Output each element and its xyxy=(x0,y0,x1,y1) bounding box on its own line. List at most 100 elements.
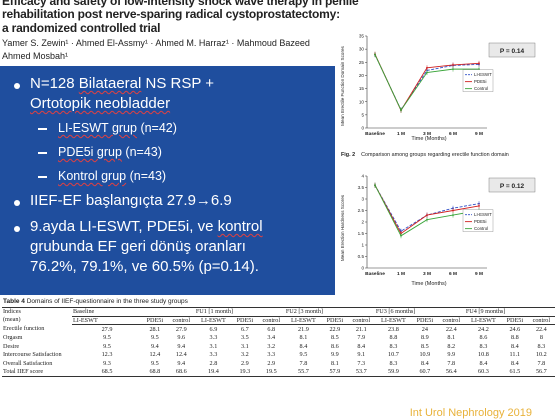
chart-2-y-tick-label: 3.5 xyxy=(358,185,365,190)
table-cell: 8.4 xyxy=(479,359,488,367)
bullet-1-text-b: NS RSP + xyxy=(141,75,215,92)
chart-1-y-tick-label: 30 xyxy=(359,47,365,52)
table-cell: 56.4 xyxy=(437,367,465,377)
chart-1-y-tick-label: 5 xyxy=(361,112,364,117)
table-cell: 9.6 xyxy=(177,334,186,342)
table-group-header-row: Indices (mean) Baseline FU1 [1 month] FU2 [… xyxy=(2,306,555,325)
table-cell: 22.4 xyxy=(445,325,457,333)
table-cell: 3.1 xyxy=(240,342,249,350)
table-cell: 68.5 xyxy=(72,367,142,377)
table-cell: 57.9 xyxy=(322,367,348,377)
table-cell: 3.3 xyxy=(209,351,218,359)
table-cell: 24 xyxy=(421,325,428,333)
table-cell: 21.9 xyxy=(298,325,309,333)
table-cell: 24.6 xyxy=(509,325,521,333)
table-cell: 6.8 xyxy=(267,325,276,333)
table-cell: 2.8 xyxy=(209,359,218,367)
chart-1-legend-label: Control xyxy=(474,86,488,91)
table-cell: 8.9 xyxy=(420,334,429,342)
table-cell: 7.8 xyxy=(299,359,308,367)
sub-bullet-2-underlined: PDE5i grup xyxy=(58,145,122,159)
table-cell: 8.1 xyxy=(447,334,456,342)
table-cell: 19.5 xyxy=(257,367,285,377)
table-cell: 27.9 xyxy=(101,325,113,333)
table-cell: 3.3 xyxy=(209,334,218,342)
chart-1-legend-label: PDE5i xyxy=(474,79,486,84)
table-row: Total IIEF score 68.5 68.8 68.6 19.4 19.3 19.5… xyxy=(2,367,555,377)
table-subcolumn-header: LI-ESWT xyxy=(284,316,322,326)
table-cell: 8 xyxy=(539,334,543,342)
table-cell: 8.1 xyxy=(330,359,339,367)
paper-title-line-1: Efficacy and safety of low-intensity sho… xyxy=(2,0,359,8)
table-cell: 22.4 xyxy=(535,325,547,333)
sub-bullet-1-rest: (n=42) xyxy=(136,121,177,135)
chart-1-caption: Fig. 2 Comparison among groups regarding … xyxy=(341,152,509,158)
bullet-3-line-2: grubunda EF geri dönüş oranları xyxy=(30,238,246,255)
chart-2-y-tick-label: 4 xyxy=(361,174,364,179)
table-subheader-row: LI-ESWT PDE5i control LI-ESWT PDE5i control LI… xyxy=(2,316,555,326)
table-cell: 60.3 xyxy=(464,367,502,377)
chart-2-legend xyxy=(462,209,494,232)
chart-1-y-tick-label: 10 xyxy=(359,99,365,104)
table-cell: 9.9 xyxy=(447,351,456,359)
line-charts-svg: Mean Erectile Function Domain Scores Tim… xyxy=(340,34,536,287)
table-cell: 7.9 xyxy=(357,334,366,342)
table-cell: 68.6 xyxy=(167,367,195,377)
table-subcolumn-header: LI-ESWT xyxy=(374,316,412,326)
chart-1-p-value-box xyxy=(488,42,536,58)
table-subcolumn-header: PDE5i xyxy=(232,316,258,326)
bullet-dot-icon xyxy=(14,200,20,206)
chart-2-p-value-box xyxy=(488,177,536,193)
table-cell: 53.7 xyxy=(347,367,375,377)
chart-2-x-axis-label: Time (Months) xyxy=(411,281,446,287)
table-cell: 60.7 xyxy=(412,367,438,377)
table-cell: 6.9 xyxy=(209,325,218,333)
chart-1-p-value: P = 0.14 xyxy=(500,48,525,55)
table-cell: 19.3 xyxy=(232,367,258,377)
chart-2-p-value: P = 0.12 xyxy=(500,183,525,190)
bullet-1: N=128 Bilataeral NS RSP + xyxy=(30,75,214,92)
table-cell: 9.5 xyxy=(150,359,159,367)
table-row: Desire 9.5 9.4 9.4 3.1 3.1 3.2 8.4 8.6 8.4 8.3 8.5 8… xyxy=(2,342,555,351)
table-caption: Table 4 Domains of IIEF-questionnaire in… xyxy=(3,298,188,305)
table-subcolumn-header: PDE5i xyxy=(502,316,528,326)
table-cell: 8.4 xyxy=(420,359,429,367)
table-cell: 3.2 xyxy=(267,342,276,350)
table-cell: 8.5 xyxy=(420,342,429,350)
table-subcolumn-header: LI-ESWT xyxy=(72,316,142,326)
table-cell: 8.4 xyxy=(357,342,366,350)
table-cell: 68.8 xyxy=(142,367,168,377)
table-cell: 19.4 xyxy=(194,367,232,377)
table-cell: 56.7 xyxy=(527,367,555,377)
chart-1-point xyxy=(374,53,376,56)
table-cell: 7.8 xyxy=(537,359,546,367)
table-cell: 3.4 xyxy=(267,334,276,342)
table-cell: 10.9 xyxy=(419,351,431,359)
paper-title-line-3: a randomized controlled trial xyxy=(2,21,161,35)
chart-2-x-tick-label: 3 M xyxy=(423,271,431,277)
table-cell: 11.1 xyxy=(509,351,521,359)
chart-2-legend-label: Control xyxy=(474,226,488,231)
chart-1-y-tick-label: 20 xyxy=(359,73,365,78)
bullet-3-text-a: 9.ayda LI-ESWT, PDE5i, ve xyxy=(30,218,218,235)
table-cell: 23.8 xyxy=(388,325,399,333)
chart-1-x-tick-label: 1 M xyxy=(397,131,405,137)
table-cell: 3.2 xyxy=(240,351,249,359)
table-subcolumn-header: LI-ESWT xyxy=(464,316,502,326)
table-group-header: FU3 [6 months] xyxy=(374,307,465,317)
chart-1-x-tick-label: 6 M xyxy=(449,131,457,137)
bullet-1-line-2: Ortotopik neobladder xyxy=(30,95,170,112)
sub-bullet-dash-icon xyxy=(38,152,47,154)
chart-1-point xyxy=(452,68,454,71)
table-row-label: Orgasm xyxy=(3,334,23,342)
table-cell: 3.3 xyxy=(267,351,276,359)
table-cell: 8.4 xyxy=(510,342,519,350)
table-subcolumn-header: control xyxy=(527,316,555,326)
sub-bullet-3-rest: (n=43) xyxy=(126,169,167,183)
table-subcolumn-header: PDE5i xyxy=(142,316,168,326)
chart-1-y-tick-label: 15 xyxy=(359,86,365,91)
table-cell: 12.4 xyxy=(149,351,161,359)
table-cell: 8.3 xyxy=(479,342,488,350)
bullet-3-underlined: kontrol xyxy=(217,218,263,235)
